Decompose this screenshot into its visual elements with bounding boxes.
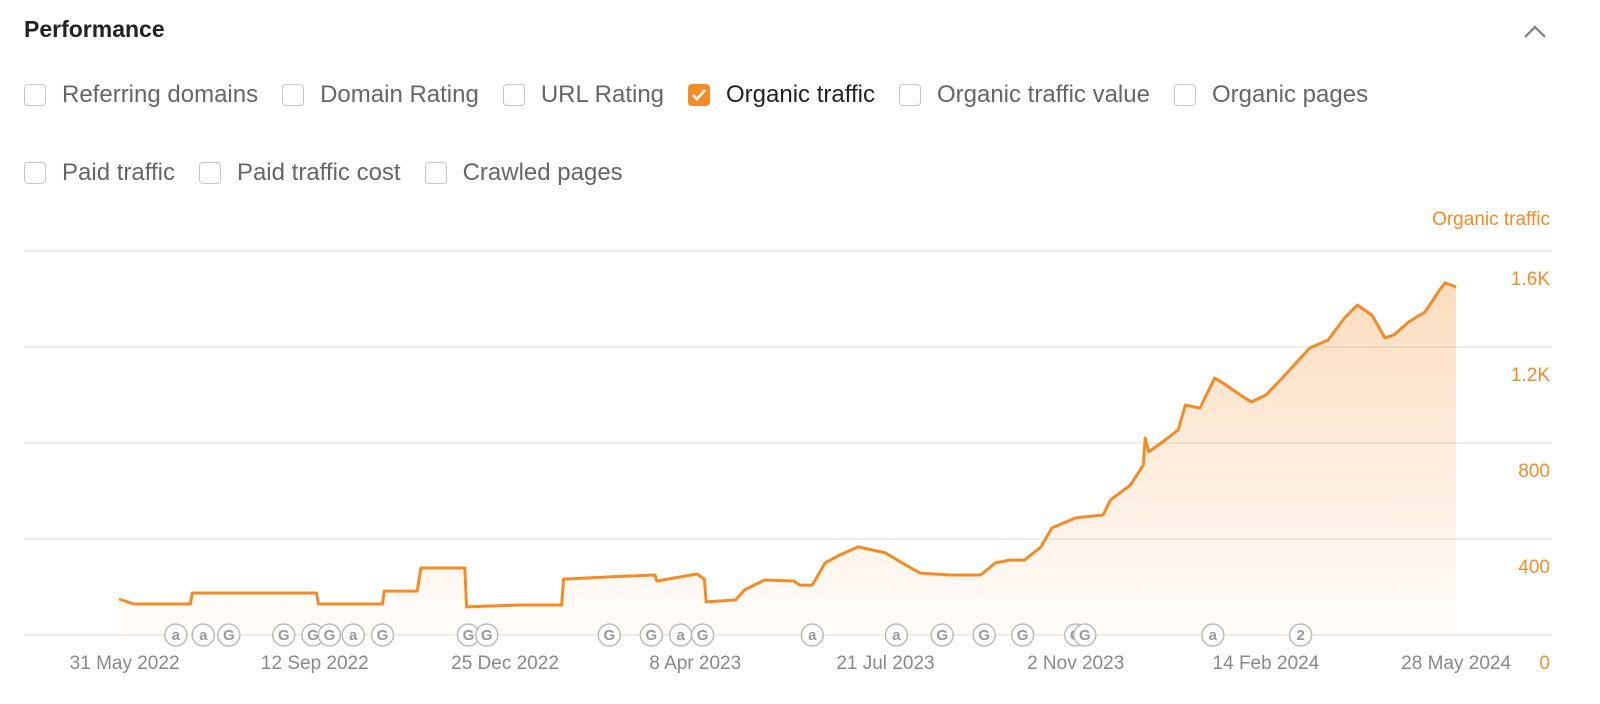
event-label: G (377, 627, 389, 644)
event-label: a (349, 627, 358, 644)
x-tick-label: 31 May 2022 (70, 653, 180, 674)
event-marker (1201, 623, 1225, 647)
checkbox-label: Organic pages (1211, 81, 1369, 108)
y-tick-label: 400 (1518, 557, 1550, 578)
metric-checkbox[interactable]: URL Rating (502, 80, 665, 110)
y-tick-label: 1.2K (1511, 365, 1550, 386)
checkbox[interactable] (1173, 84, 1196, 106)
checkbox[interactable] (502, 84, 525, 106)
checkbox-label: Crawled pages (462, 159, 623, 186)
event-marker (930, 623, 954, 647)
event-label: G (223, 627, 235, 644)
event-label: G (936, 627, 948, 644)
event-label: G (1017, 627, 1029, 644)
y-tick-label: 1.6K (1511, 269, 1550, 290)
event-marker (972, 623, 996, 647)
event-marker (597, 623, 622, 647)
event-label: G (481, 627, 493, 644)
metric-toggles: Referring domains Domain Rating URL Rating… (24, 80, 1544, 188)
event-label: G (324, 627, 336, 644)
x-tick-label: 14 Feb 2024 (1213, 653, 1320, 674)
event-label: a (172, 627, 181, 644)
checkbox-label: Organic traffic (726, 81, 875, 108)
y-tick-label: 800 (1518, 461, 1550, 482)
event-label: a (1209, 627, 1218, 644)
metric-checkbox[interactable]: Paid traffic cost (198, 158, 401, 188)
line (118, 281, 1457, 609)
event-marker (639, 623, 664, 647)
check-mark (692, 89, 706, 101)
event-marker (884, 623, 909, 647)
x-tick-label: 25 Dec 2022 (451, 653, 559, 674)
section-title: Performance (24, 16, 165, 42)
event-label: G (978, 627, 990, 644)
checkbox-label: URL Rating (540, 81, 665, 108)
event-label: a (199, 627, 208, 644)
event-label: G (278, 627, 290, 644)
event-label: G (463, 627, 475, 644)
checkbox-label: Paid traffic (62, 159, 175, 186)
event-marker (370, 623, 395, 647)
collapse-button[interactable] (1520, 20, 1550, 44)
checkbox[interactable] (688, 84, 711, 106)
x-tick-label: 2 Nov 2023 (1027, 653, 1124, 674)
x-tick-label: 21 Jul 2023 (836, 653, 934, 674)
event-marker (800, 623, 825, 647)
checkbox[interactable] (424, 162, 447, 184)
checkbox[interactable] (898, 84, 921, 106)
checkbox[interactable] (24, 162, 46, 184)
event-label: G (646, 627, 658, 644)
event-marker (1073, 623, 1097, 647)
event-label: G (697, 627, 709, 644)
checkbox-label: Domain Rating (320, 81, 479, 108)
metric-checkbox[interactable]: Organic traffic (688, 80, 875, 110)
x-tick-label: 8 Apr 2023 (649, 653, 741, 674)
event-label: G (603, 627, 615, 644)
metric-checkbox[interactable]: Crawled pages (424, 158, 623, 188)
event-marker (1288, 623, 1313, 647)
metric-checkbox[interactable]: Organic pages (1173, 80, 1369, 110)
area (119, 282, 1457, 635)
event-marker (164, 623, 188, 647)
x-tick-label: 28 May 2024 (1401, 653, 1511, 674)
y-axis-label: Organic traffic (1432, 209, 1550, 230)
event-label: G (307, 627, 319, 644)
event-marker (317, 623, 342, 647)
event-label: 2 (1296, 627, 1304, 644)
event-marker (341, 623, 365, 647)
event-label: G (1079, 627, 1091, 644)
checkbox[interactable] (198, 162, 221, 184)
checkbox[interactable] (282, 84, 305, 106)
event-label: a (676, 627, 685, 644)
checkbox[interactable] (24, 84, 46, 106)
event-marker (1010, 623, 1035, 647)
checkbox-label: Organic traffic value (936, 81, 1150, 108)
event-marker (271, 623, 296, 647)
metric-checkbox[interactable]: Organic traffic value (898, 80, 1150, 110)
checkbox-label: Referring domains (62, 81, 259, 108)
metric-checkbox[interactable]: Paid traffic (24, 158, 175, 188)
event-marker (474, 623, 499, 647)
x-tick-label: 12 Sep 2022 (261, 653, 369, 674)
y-tick-label: 0 (1539, 653, 1550, 674)
metric-checkbox[interactable]: Referring domains (24, 80, 258, 110)
event-marker (690, 623, 715, 647)
event-label: a (892, 627, 901, 644)
metric-checkbox[interactable]: Domain Rating (282, 80, 479, 110)
event-label: a (808, 627, 817, 644)
event-marker (191, 623, 215, 647)
checkbox-label: Paid traffic cost (236, 159, 401, 186)
event-marker (217, 623, 241, 647)
